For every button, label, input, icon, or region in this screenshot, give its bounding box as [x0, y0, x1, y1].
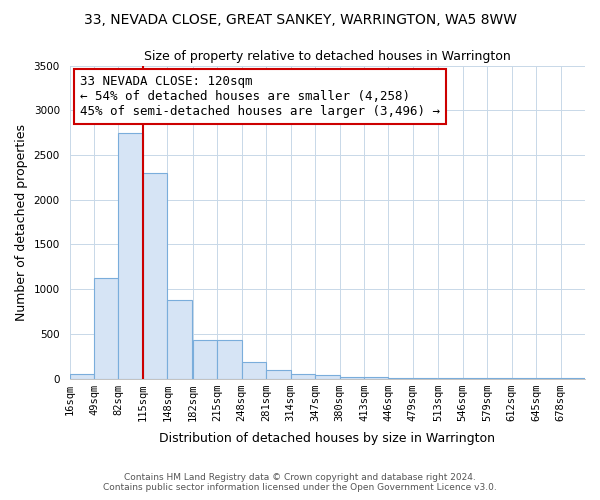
Bar [193, 340, 217, 378]
Bar [340, 376, 364, 378]
Bar [315, 374, 340, 378]
Bar [290, 374, 315, 378]
Bar [167, 300, 192, 378]
X-axis label: Distribution of detached houses by size in Warrington: Distribution of detached houses by size … [159, 432, 495, 445]
Bar [118, 132, 143, 378]
Bar [242, 362, 266, 378]
Text: Contains HM Land Registry data © Crown copyright and database right 2024.
Contai: Contains HM Land Registry data © Crown c… [103, 473, 497, 492]
Bar [70, 374, 94, 378]
Text: 33 NEVADA CLOSE: 120sqm
← 54% of detached houses are smaller (4,258)
45% of semi: 33 NEVADA CLOSE: 120sqm ← 54% of detache… [80, 75, 440, 118]
Text: 33, NEVADA CLOSE, GREAT SANKEY, WARRINGTON, WA5 8WW: 33, NEVADA CLOSE, GREAT SANKEY, WARRINGT… [83, 12, 517, 26]
Title: Size of property relative to detached houses in Warrington: Size of property relative to detached ho… [144, 50, 511, 63]
Y-axis label: Number of detached properties: Number of detached properties [15, 124, 28, 320]
Bar [143, 173, 167, 378]
Bar [364, 377, 388, 378]
Bar [266, 370, 290, 378]
Bar [217, 340, 242, 378]
Bar [94, 278, 118, 378]
